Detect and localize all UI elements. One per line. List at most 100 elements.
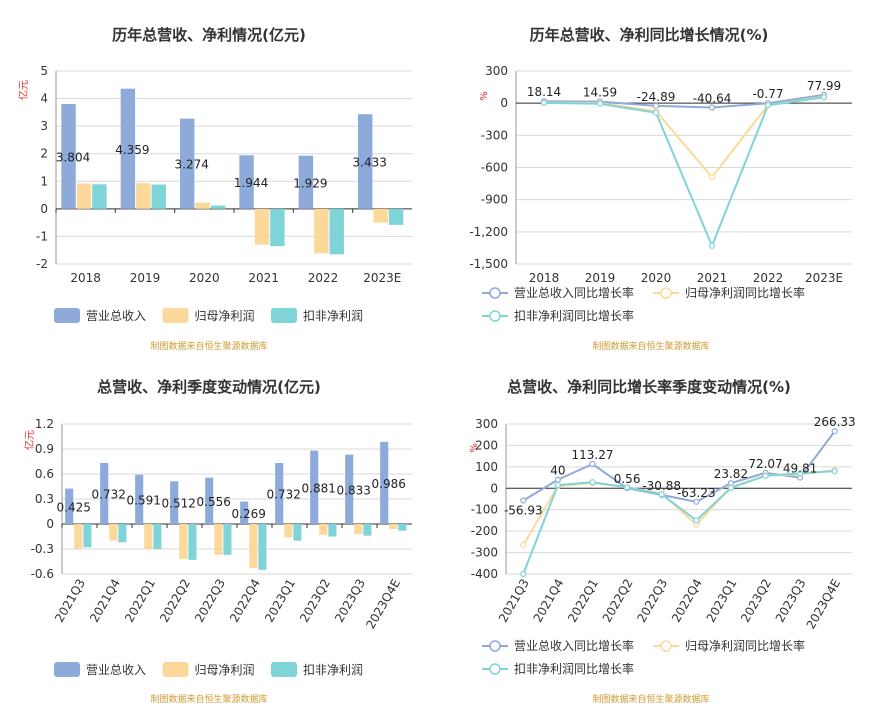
y-tick-label: 0	[500, 96, 508, 110]
chart-title: 历年总营收、净利同比增长情况(%)	[530, 26, 769, 44]
x-tick-label: 2022	[753, 271, 784, 285]
source-note: 制图数据来自恒生聚源数据库	[150, 693, 267, 705]
point-3-2022	[764, 102, 772, 109]
point-1-2022Q4	[693, 498, 700, 505]
x-tick-label: 2021Q4	[87, 577, 123, 625]
data-label: -30.88	[642, 479, 681, 493]
point-3-2020	[652, 109, 660, 116]
point-1-2021Q4	[554, 476, 562, 483]
y-tick-label: 0	[46, 517, 54, 531]
bar-2-2022Q2	[179, 524, 188, 559]
x-tick-label: 2020	[189, 271, 220, 285]
data-label: 0.56	[614, 472, 641, 486]
x-tick-label: 2023Q2	[738, 577, 774, 625]
x-tick-label: 2022Q2	[600, 577, 636, 625]
point-3-2021Q3	[520, 570, 527, 578]
legend-item-1: 营业总收入同比增长率	[482, 638, 634, 653]
x-tick-label: 2022	[308, 271, 339, 285]
bar-2-2021	[254, 208, 270, 245]
x-tick-label: 2022Q4	[669, 577, 705, 625]
data-label: 0.732	[92, 488, 126, 502]
bar-2-2023Q4E	[389, 524, 398, 529]
point-1-2021	[708, 104, 716, 111]
data-label: -40.64	[693, 92, 732, 106]
source-note: 制图数据来自恒生聚源数据库	[592, 693, 709, 705]
x-tick-label: 2022Q1	[122, 577, 158, 625]
x-tick-label: 2023Q4E	[804, 577, 844, 632]
point-3-2023Q3	[796, 470, 804, 477]
series-line-3	[522, 470, 835, 575]
point-3-2019	[596, 100, 604, 107]
bar-1-2023Q4E	[380, 441, 389, 524]
series-line-1	[543, 93, 825, 109]
chart-panel-3: 总营收、净利季度变动情况(亿元)亿元1.20.90.60.30-0.3-0.62…	[23, 378, 412, 705]
data-label: 23.82	[714, 467, 748, 481]
bar-2-2019	[136, 183, 151, 209]
y-tick-label: -0.6	[31, 567, 54, 581]
y-tick-label: -300	[471, 546, 498, 560]
y-unit-label: 亿元	[23, 430, 36, 450]
data-label: 18.14	[527, 85, 561, 99]
data-label: 40	[550, 464, 565, 478]
x-tick-label: 2023Q1	[704, 577, 740, 625]
bar-3-2022Q1	[153, 524, 162, 549]
y-tick-label: -900	[481, 193, 508, 207]
data-label: -0.77	[752, 87, 783, 101]
y-unit-label: 亿元	[17, 80, 30, 100]
y-unit-label: %	[469, 443, 480, 453]
y-tick-label: -1	[36, 229, 48, 243]
bar-1-2023Q2	[310, 450, 319, 524]
source-note: 制图数据来自恒生聚源数据库	[592, 340, 709, 352]
point-3-2022Q3	[658, 491, 665, 498]
bar-1-2022Q3	[205, 477, 214, 524]
point-3-2021	[708, 242, 716, 249]
data-label: -63.23	[677, 486, 716, 500]
data-label: 0.425	[57, 500, 91, 514]
legend-label: 营业总收入同比增长率	[514, 638, 634, 653]
bar-2-2022Q4	[249, 524, 258, 569]
point-3-2023Q1	[727, 484, 735, 491]
data-label: 0.833	[337, 483, 371, 497]
point-3-2023Q2	[762, 472, 769, 479]
data-label: 0.732	[267, 488, 301, 502]
data-label: 77.99	[807, 79, 841, 93]
legend-label: 扣非净利润	[303, 309, 363, 323]
legend-item-3: 扣非净利润	[271, 662, 363, 677]
legend-swatch	[271, 662, 297, 677]
bar-3-2021Q3	[83, 524, 92, 548]
y-tick-label: 300	[485, 64, 508, 78]
bar-3-2021Q4	[118, 524, 127, 543]
x-tick-label: 2022Q1	[565, 577, 601, 625]
bar-1-2020	[180, 118, 195, 209]
legend-marker	[489, 663, 501, 675]
y-tick-label: 5	[40, 64, 48, 78]
y-tick-label: -1,200	[469, 225, 508, 239]
series-line-3	[543, 96, 825, 249]
data-label: 49.81	[783, 462, 817, 476]
legend-marker	[489, 640, 501, 652]
bar-2-2023E	[373, 208, 388, 223]
bar-3-2023Q1	[293, 524, 302, 541]
x-tick-label: 2022Q3	[634, 577, 670, 625]
x-tick-label: 2021	[697, 271, 728, 285]
data-label: 3.804	[56, 150, 90, 164]
legend-label: 扣非净利润同比增长率	[514, 308, 634, 323]
bar-3-2022Q3	[223, 524, 232, 555]
legend-label: 归母净利润	[195, 309, 255, 323]
x-tick-label: 2022Q4	[227, 577, 263, 625]
bar-3-2020	[210, 205, 226, 209]
y-tick-label: 300	[475, 417, 498, 431]
legend-label: 营业总收入同比增长率	[514, 285, 634, 300]
bar-2-2022	[314, 208, 329, 254]
x-tick-label: 2020	[641, 271, 672, 285]
y-tick-label: -100	[471, 503, 498, 517]
bar-3-2023E	[388, 208, 404, 225]
x-tick-label: 2023Q3	[332, 577, 368, 625]
chart-panel-1: 历年总营收、净利情况(亿元) 亿元 5 4 3 2 1 0 -1 -2 2018 2019 2020 20…	[17, 26, 412, 352]
legend-label: 扣非净利润同比增长率	[514, 661, 634, 676]
chart-panel-2: 历年总营收、净利同比增长情况(%)% 300 0 -300 -600 -900 -1,200…	[469, 26, 852, 352]
bar-1-2021Q3	[65, 488, 74, 524]
legend-item-1: 营业总收入	[54, 662, 146, 677]
point-3-2018	[540, 99, 548, 106]
legend-label: 归母净利润同比增长率	[685, 285, 805, 300]
